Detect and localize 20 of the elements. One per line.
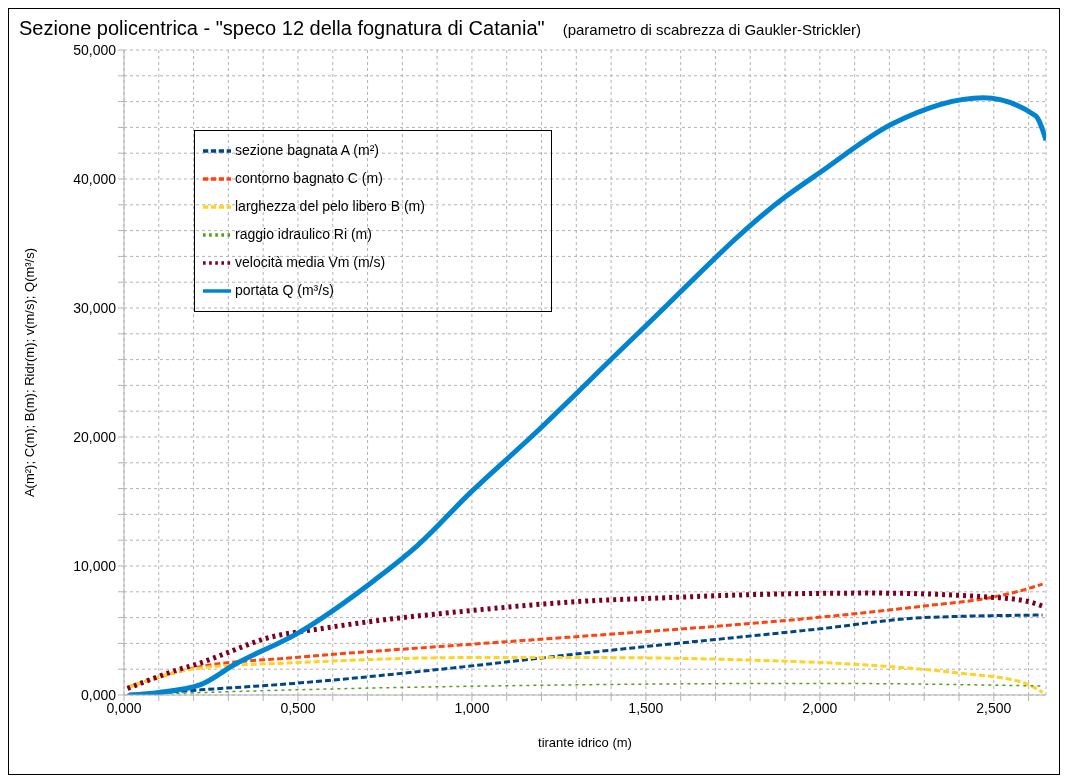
y-tick-label: 40,000 [73, 170, 117, 187]
x-axis-title: tirante idrico (m) [538, 735, 632, 750]
y-tick-label: 20,000 [73, 428, 117, 445]
x-tick-label: 1,500 [628, 699, 664, 716]
y-axis-title: A(m²); C(m); B(m); Ridr(m); v(m/s); Q(m³/s) [21, 247, 37, 498]
legend-label: contorno bagnato C (m) [235, 169, 383, 186]
chart-title: Sezione policentrica - "speco 12 della fognatura di Catania" [19, 17, 545, 40]
legend-label: sezione bagnata A (m²) [235, 141, 379, 158]
x-tick-label: 0,500 [280, 699, 316, 716]
y-tick-label: 30,000 [73, 299, 117, 316]
legend-label: raggio idraulico Ri (m) [235, 225, 372, 242]
x-tick-label: 1,000 [454, 699, 490, 716]
legend-label: larghezza del pelo libero B (m) [235, 197, 425, 214]
y-tick-label: 50,000 [73, 41, 117, 58]
chart-subtitle: (parametro di scabrezza di Gaukler-Strickler) [562, 21, 862, 38]
y-tick-label: 10,000 [73, 557, 117, 574]
legend-label: portata Q (m³/s) [235, 281, 334, 298]
legend-label: velocità media Vm (m/s) [235, 253, 386, 270]
x-tick-label: 2,000 [802, 699, 838, 716]
x-tick-label: 2,500 [976, 699, 1012, 716]
